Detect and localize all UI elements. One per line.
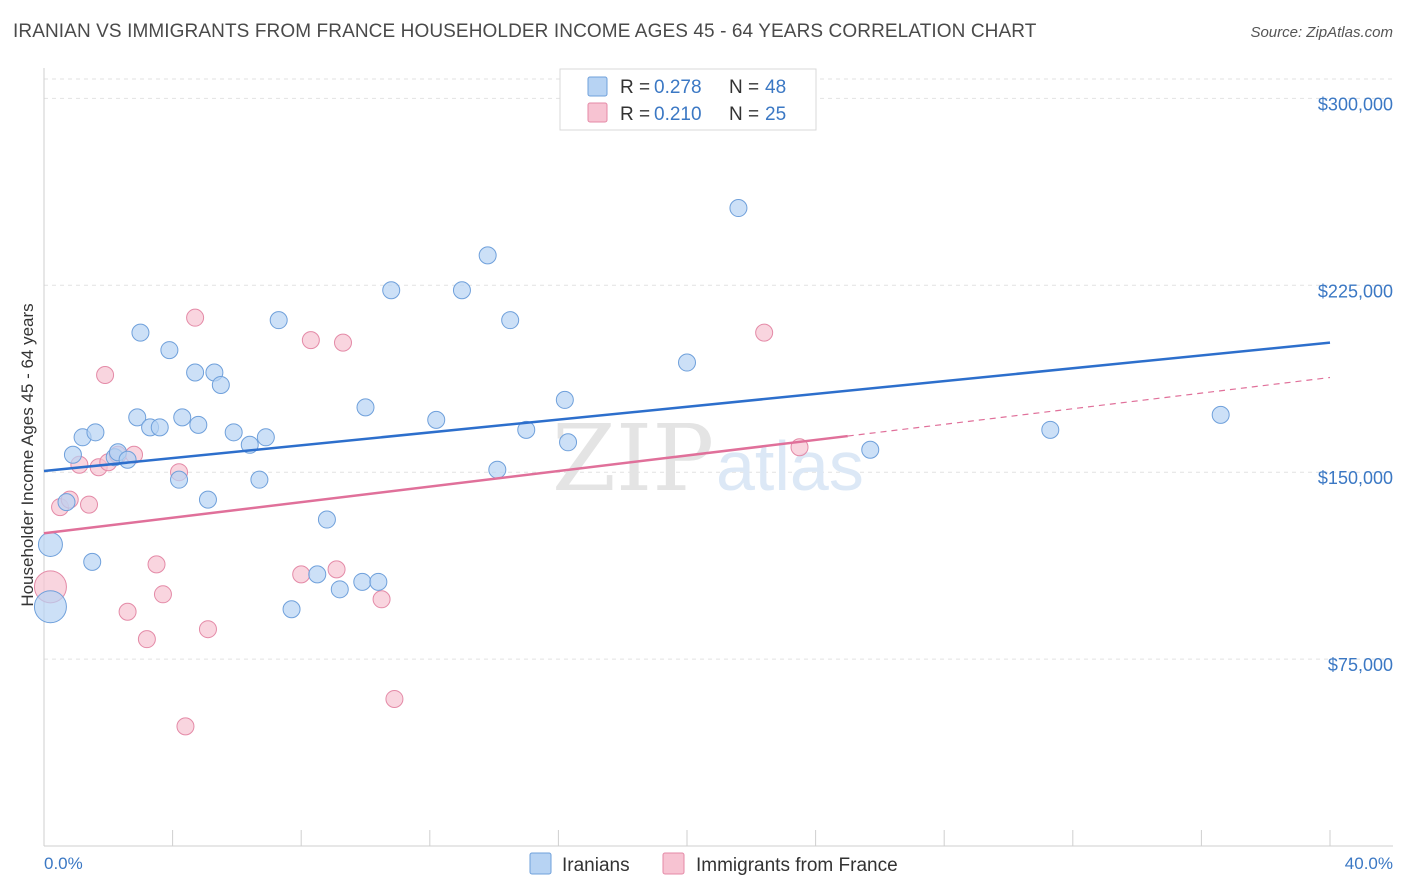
iranian-point-46 xyxy=(1211,405,1230,424)
iranian-point-9 xyxy=(128,408,147,427)
axes xyxy=(43,68,1393,847)
iranian-point-28 xyxy=(317,510,336,529)
iranian-point-15 xyxy=(173,408,192,427)
legend-n-label-2: N = xyxy=(729,104,759,125)
france-point-12 xyxy=(147,555,166,574)
iranian-point-14 xyxy=(170,470,189,489)
france-point-24 xyxy=(755,323,774,342)
iranian-point-27 xyxy=(308,565,327,584)
france-point-22 xyxy=(372,590,391,609)
iranian-point-5 xyxy=(83,552,102,571)
iranian-point-26 xyxy=(282,600,301,619)
chart-source: Source: ZipAtlas.com xyxy=(1250,24,1393,41)
iranian-point-34 xyxy=(427,410,446,429)
series-iranians xyxy=(33,199,1230,624)
france-point-9 xyxy=(118,602,137,621)
iranian-point-10 xyxy=(131,323,150,342)
iranian-point-43 xyxy=(729,199,748,218)
iranian-point-12 xyxy=(150,418,169,437)
series-immigrants-from-france xyxy=(33,308,809,736)
iranian-point-32 xyxy=(369,572,388,591)
iranian-point-20 xyxy=(211,375,230,394)
legend-swatch-france xyxy=(587,102,608,123)
watermark: ZIP atlas xyxy=(552,405,864,512)
france-point-4 xyxy=(80,495,99,514)
iranian-point-13 xyxy=(160,341,179,360)
iranian-point-17 xyxy=(189,415,208,434)
legend-n-label-1: N = xyxy=(729,77,759,98)
iranian-point-16 xyxy=(186,363,205,382)
iranian-point-29 xyxy=(330,580,349,599)
legend-n-value-1: 48 xyxy=(765,77,786,98)
y-axis-label: Householder Income Ages 45 - 64 years xyxy=(18,303,37,606)
iranian-point-2 xyxy=(63,445,82,464)
iranian-point-42 xyxy=(678,353,696,372)
france-point-23 xyxy=(385,689,404,708)
legend-n-value-2: 25 xyxy=(765,104,786,125)
bottom-legend-iranians: Iranians xyxy=(562,855,630,876)
france-point-13 xyxy=(153,585,172,604)
france-point-20 xyxy=(327,560,346,579)
france-point-18 xyxy=(292,565,311,584)
france-point-11 xyxy=(137,630,156,649)
y-tick-label-1: $150,000 xyxy=(1318,468,1393,488)
iranian-point-18 xyxy=(198,490,217,509)
iranian-point-38 xyxy=(501,311,520,330)
chart-title: IRANIAN VS IMMIGRANTS FROM FRANCE HOUSEH… xyxy=(13,21,1037,42)
iranian-point-35 xyxy=(452,281,471,300)
legend-swatch-iranians xyxy=(587,76,608,97)
france-trend-line xyxy=(43,434,848,535)
france-point-16 xyxy=(186,308,205,327)
watermark-atlas: atlas xyxy=(716,427,864,505)
iranian-point-33 xyxy=(382,281,401,300)
correlation-legend: R = 0.278 N = 48 R = 0.210 N = 25 xyxy=(559,68,817,131)
iranian-point-30 xyxy=(353,572,372,591)
iranian-point-25 xyxy=(269,311,288,330)
france-point-19 xyxy=(301,331,320,350)
watermark-zip: ZIP xyxy=(552,405,714,512)
legend-r-label-2: R = xyxy=(620,104,650,125)
series-legend: Iranians Immigrants from France xyxy=(529,852,898,876)
y-tick-label-2: $225,000 xyxy=(1318,281,1393,301)
y-tick-labels: $75,000 $150,000 $225,000 $300,000 xyxy=(1318,94,1393,675)
iranian-point-45 xyxy=(1041,420,1060,439)
x-axis-min-label: 0.0% xyxy=(44,854,83,873)
legend-r-value-1: 0.278 xyxy=(654,77,702,98)
iranian-point-39 xyxy=(517,420,536,439)
iranian-point-0 xyxy=(37,531,63,557)
iranian-point-40 xyxy=(555,390,574,409)
legend-r-value-2: 0.210 xyxy=(654,104,702,125)
y-tick-label-3: $300,000 xyxy=(1318,94,1393,114)
iranian-point-44 xyxy=(861,440,880,459)
france-point-21 xyxy=(333,333,352,352)
bottom-legend-france: Immigrants from France xyxy=(696,855,898,876)
france-point-7 xyxy=(96,366,115,384)
bottom-legend-swatch-france xyxy=(662,852,685,875)
iranian-point-41 xyxy=(559,433,578,452)
iranian-point-47 xyxy=(33,590,67,624)
y-tick-label-0: $75,000 xyxy=(1328,655,1393,675)
france-trend-line-extension xyxy=(847,376,1331,437)
x-axis-max-label: 40.0% xyxy=(1345,854,1393,873)
iranian-point-23 xyxy=(250,470,269,489)
france-point-15 xyxy=(176,717,195,736)
iranian-point-4 xyxy=(86,423,105,442)
trend-lines xyxy=(43,341,1331,535)
iranian-point-24 xyxy=(256,428,275,447)
iranian-point-1 xyxy=(57,493,76,512)
iranian-point-21 xyxy=(224,423,243,442)
x-ticks xyxy=(172,830,1331,846)
iranian-point-36 xyxy=(478,246,497,265)
gridlines xyxy=(44,78,1393,660)
legend-r-label-1: R = xyxy=(620,77,650,98)
iranian-point-31 xyxy=(356,398,375,417)
iranian-point-8 xyxy=(118,450,137,469)
iranian-point-37 xyxy=(488,460,507,479)
bottom-legend-swatch-iranians xyxy=(529,852,552,875)
iranians-trend-line xyxy=(43,341,1331,473)
france-point-17 xyxy=(198,620,217,639)
